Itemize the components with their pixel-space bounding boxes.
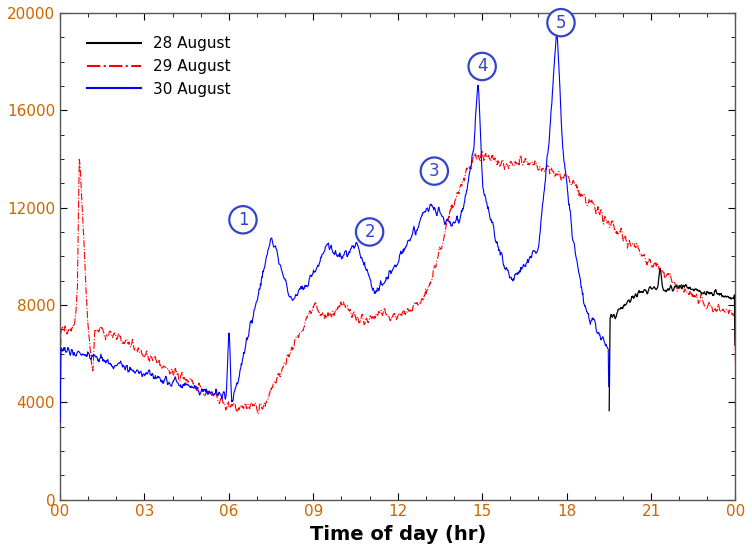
Text: 3: 3 [429,162,440,180]
Text: 4: 4 [477,57,487,75]
Text: 2: 2 [364,223,375,241]
X-axis label: Time of day (hr): Time of day (hr) [310,525,486,544]
Legend: 28 August, 29 August, 30 August: 28 August, 29 August, 30 August [81,30,237,103]
Text: 5: 5 [556,14,566,31]
Text: 1: 1 [238,211,248,229]
